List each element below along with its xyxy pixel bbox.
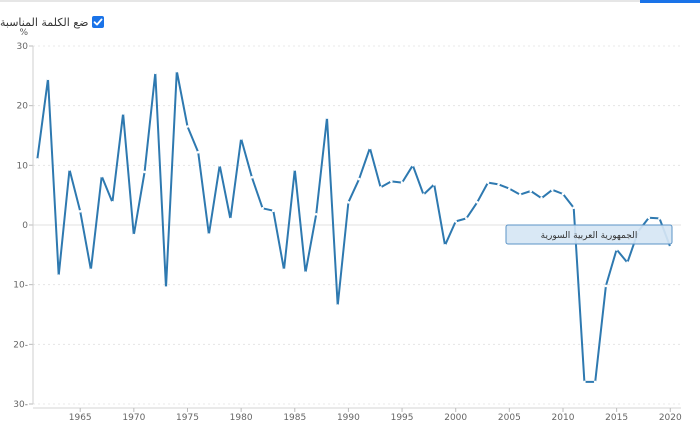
data-point[interactable] xyxy=(336,304,340,307)
data-point[interactable] xyxy=(347,201,350,204)
data-point[interactable] xyxy=(475,201,479,204)
x-tick-label: 1995 xyxy=(391,413,414,423)
data-point[interactable] xyxy=(379,186,382,189)
tooltip: الجمهورية العربية السورية xyxy=(505,224,673,245)
label-toggle[interactable]: ضع الكلمة المناسبة xyxy=(0,14,105,30)
y-axis: 30 20 10 0 10- 20- 30- xyxy=(13,42,34,410)
data-point[interactable] xyxy=(497,183,500,186)
x-tick-label: 2000 xyxy=(444,413,467,423)
data-point[interactable] xyxy=(36,158,39,161)
data-point[interactable] xyxy=(572,206,575,209)
x-tick-label: 2010 xyxy=(552,413,575,423)
data-point[interactable] xyxy=(465,217,468,220)
x-tick-label: 1980 xyxy=(230,413,253,423)
data-point[interactable] xyxy=(400,181,404,184)
x-tick-label: 1970 xyxy=(122,413,145,423)
data-point[interactable] xyxy=(647,216,651,220)
tooltip-text: الجمهورية العربية السورية xyxy=(541,231,638,241)
y-tick-label: 0 xyxy=(22,221,28,231)
data-point[interactable] xyxy=(186,125,189,128)
data-point[interactable] xyxy=(422,193,425,196)
data-point[interactable] xyxy=(164,286,168,289)
data-point[interactable] xyxy=(100,174,103,178)
data-point[interactable] xyxy=(325,116,329,119)
data-point[interactable] xyxy=(486,181,490,184)
data-point[interactable] xyxy=(669,245,672,249)
data-point[interactable] xyxy=(250,176,254,179)
label-checkbox[interactable] xyxy=(92,16,105,28)
data-point[interactable] xyxy=(304,271,307,275)
data-point[interactable] xyxy=(121,112,125,115)
x-tick-label: 1975 xyxy=(176,413,199,423)
data-point[interactable] xyxy=(293,168,297,171)
data-point[interactable] xyxy=(89,268,93,272)
data-point[interactable] xyxy=(132,233,136,237)
data-point[interactable] xyxy=(443,244,447,247)
top-accent-bar xyxy=(640,0,700,3)
x-tick-label: 2015 xyxy=(605,413,628,423)
data-point[interactable] xyxy=(454,220,458,223)
x-tick-label: 2020 xyxy=(659,413,682,423)
x-tick-label: 1985 xyxy=(283,413,306,423)
top-rule xyxy=(0,0,700,2)
data-point[interactable] xyxy=(154,71,157,75)
data-point[interactable] xyxy=(561,192,565,196)
data-point[interactable] xyxy=(626,261,629,264)
data-point[interactable] xyxy=(357,177,361,181)
data-point[interactable] xyxy=(111,201,114,204)
data-point[interactable] xyxy=(658,217,661,220)
tooltip-box xyxy=(505,224,673,245)
data-point[interactable] xyxy=(78,210,82,213)
series-line[interactable] xyxy=(36,70,672,383)
x-tick-label: 1990 xyxy=(337,413,360,423)
data-point[interactable] xyxy=(207,233,211,236)
data-point[interactable] xyxy=(540,196,543,200)
data-point[interactable] xyxy=(46,77,50,81)
y-tick-label: 20 xyxy=(17,102,29,112)
data-point[interactable] xyxy=(508,187,511,190)
y-tick-label: 30 xyxy=(17,42,29,52)
x-tick-label: 1965 xyxy=(69,413,92,423)
data-point[interactable] xyxy=(239,137,243,140)
data-point[interactable] xyxy=(175,69,179,73)
data-point[interactable] xyxy=(218,164,221,167)
y-unit-label: % xyxy=(19,28,28,38)
data-point[interactable] xyxy=(229,217,232,221)
y-tick-label: 20- xyxy=(13,340,28,350)
data-point[interactable] xyxy=(314,213,318,216)
data-point[interactable] xyxy=(68,168,71,171)
data-point[interactable] xyxy=(604,284,608,288)
data-point[interactable] xyxy=(272,209,275,212)
y-tick-label: 10 xyxy=(17,161,29,171)
data-point[interactable] xyxy=(518,193,522,196)
data-point[interactable] xyxy=(196,150,200,154)
data-point[interactable] xyxy=(411,164,415,167)
x-axis: 1965 1970 1975 1980 1985 1990 1995 2000 2005 2010… xyxy=(33,407,682,423)
data-point[interactable] xyxy=(529,189,533,193)
y-tick-label: 30- xyxy=(13,400,28,410)
data-point[interactable] xyxy=(583,380,586,384)
checkmark-icon xyxy=(94,18,103,26)
data-point[interactable] xyxy=(143,170,146,174)
data-point[interactable] xyxy=(615,248,618,251)
data-point[interactable] xyxy=(57,274,60,278)
y-tick-label: 10- xyxy=(13,281,28,291)
data-point[interactable] xyxy=(432,183,436,186)
data-point[interactable] xyxy=(390,180,393,183)
data-point[interactable] xyxy=(551,188,554,192)
data-point[interactable] xyxy=(261,207,264,210)
data-point[interactable] xyxy=(282,268,286,272)
data-point[interactable] xyxy=(593,380,597,384)
series-syria[interactable] xyxy=(36,69,672,384)
label-toggle-text: ضع الكلمة المناسبة xyxy=(0,15,89,29)
data-point[interactable] xyxy=(368,146,372,150)
x-tick-label: 2005 xyxy=(498,413,521,423)
